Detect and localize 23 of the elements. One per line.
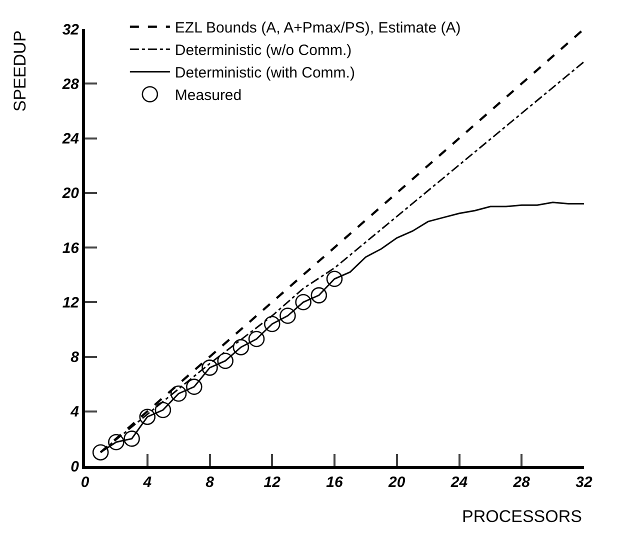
y-tick-label: 28 <box>61 76 80 93</box>
x-tick-label: 16 <box>326 474 344 491</box>
y-tick-label: 20 <box>61 185 80 202</box>
y-axis-title: SPEEDUP <box>10 30 30 112</box>
x-tick-label: 12 <box>264 474 282 491</box>
legend-label: Deterministic (w/o Comm.) <box>174 42 352 60</box>
x-tick-label: 20 <box>388 474 406 491</box>
y-tick-label: 24 <box>61 130 80 148</box>
x-tick-label: 8 <box>206 474 215 491</box>
legend-label: Deterministic (with Comm.) <box>174 64 355 82</box>
x-tick-label: 4 <box>142 474 152 491</box>
y-tick-label: 0 <box>70 458 80 476</box>
legend-label: EZL Bounds (A, A+Pmax/PS), Estimate (A) <box>174 20 461 37</box>
y-tick-label: 12 <box>62 294 80 312</box>
y-tick-label: 8 <box>70 349 80 366</box>
x-tick-label: 32 <box>576 474 593 491</box>
y-tick-label: 16 <box>62 240 80 257</box>
x-tick-label: 24 <box>450 474 468 491</box>
y-tick-label: 32 <box>62 21 80 38</box>
x-tick-label: 28 <box>512 474 531 491</box>
x-axis-title: PROCESSORS <box>462 507 582 526</box>
legend-label: Measured <box>174 87 242 104</box>
y-tick-label: 4 <box>70 404 80 421</box>
